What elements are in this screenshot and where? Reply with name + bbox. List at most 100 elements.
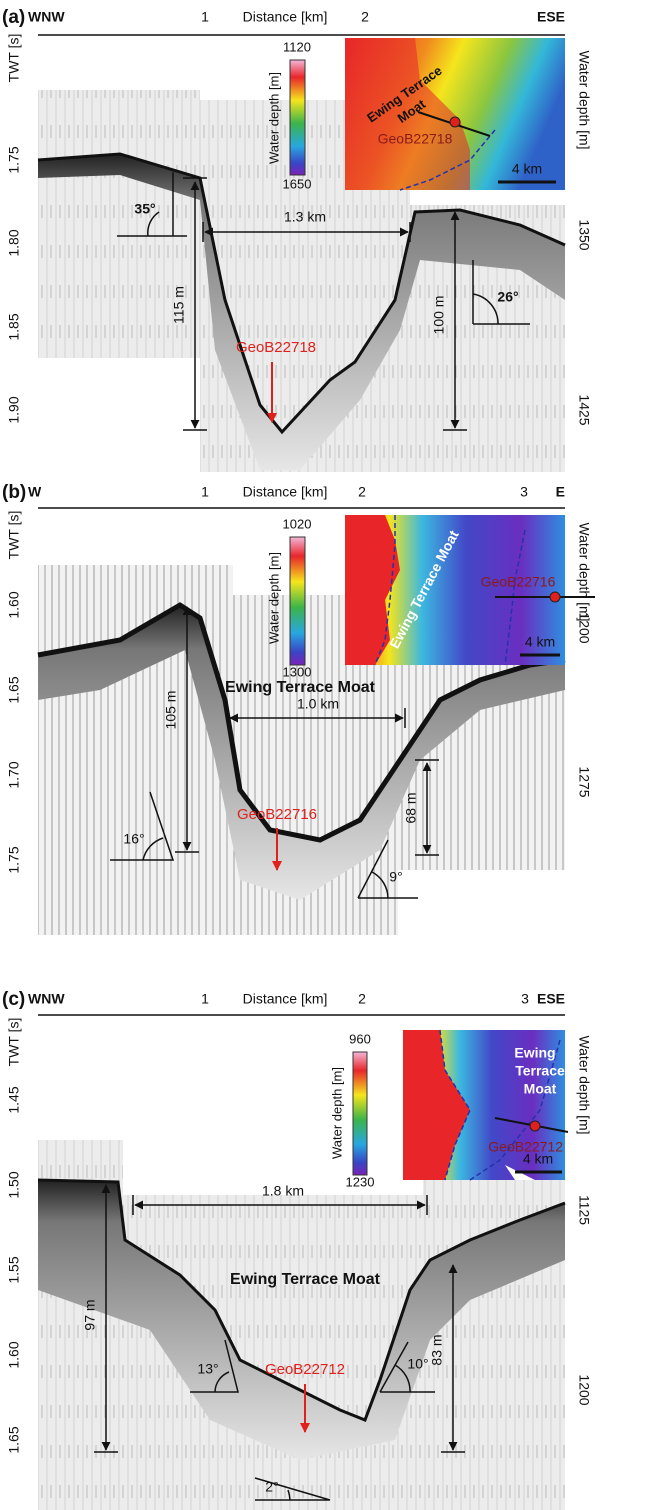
direction-right: E <box>556 484 565 500</box>
angle-label: 16° <box>123 831 144 847</box>
angle-label: 13° <box>197 1361 218 1377</box>
width-label: 1.0 km <box>297 696 339 712</box>
seafloor-reflector <box>38 154 565 470</box>
angle-label: 35° <box>134 201 155 217</box>
y2-tick-label: 1200 <box>576 1374 592 1405</box>
moat-axis <box>469 1039 561 1181</box>
colorbar-title: Water depth [m] <box>266 72 281 164</box>
y-tick-label: 1.60 <box>6 591 22 618</box>
x-axis-title: Distance [km] <box>243 991 328 1007</box>
colorbar <box>289 59 306 176</box>
feature-label: Ewing Terrace Moat <box>225 679 376 696</box>
inset-site: GeoB22712 <box>488 1139 563 1155</box>
seafloor-reflector <box>38 1180 565 1460</box>
x-tick-label: 2 <box>358 991 366 1007</box>
colorbar-max: 1020 <box>283 516 312 531</box>
width-label: 1.3 km <box>284 209 326 225</box>
y-tick-label: 1.55 <box>6 1256 22 1283</box>
height-label: 83 m <box>429 1334 445 1365</box>
panel-b: (b) W 1 Distance [km] 2 3 E TWT [s] 1.60… <box>2 482 595 935</box>
map-terrace <box>345 38 470 190</box>
scale-label: 4 km <box>512 161 542 177</box>
height-label: 100 m <box>431 296 447 335</box>
width-label: 1.8 km <box>262 1183 304 1199</box>
y-tick-label: 1.75 <box>6 846 22 873</box>
y-tick-label: 1.90 <box>6 396 22 423</box>
y2-axis-title: Water depth [m] <box>576 1035 592 1134</box>
y-tick-label: 1.45 <box>6 1086 22 1113</box>
inset-site: GeoB22718 <box>378 131 453 147</box>
panel-c: (c) WNW 1 Distance [km] 2 3 ESE TWT [s] … <box>2 989 592 1510</box>
y-axis-title: TWT [s] <box>6 34 22 83</box>
direction-right: ESE <box>537 991 565 1007</box>
colorbar <box>289 536 306 666</box>
panel-label: (c) <box>2 989 25 1010</box>
y-tick-label: 1.60 <box>6 1341 22 1368</box>
moat-edge <box>374 515 396 666</box>
y2-tick-label: 1275 <box>576 766 592 797</box>
inset-site: GeoB22716 <box>481 574 556 590</box>
direction-left: WNW <box>28 991 65 1007</box>
site-marker <box>529 1120 541 1132</box>
angle-symbol <box>190 1339 239 1393</box>
colorbar-title: Water depth [m] <box>266 552 281 644</box>
x-tick-label: 2 <box>361 9 369 25</box>
y-tick-label: 1.70 <box>6 761 22 788</box>
site-label: GeoB22716 <box>237 806 317 823</box>
site-label: GeoB22718 <box>236 339 316 356</box>
x-tick-label: 1 <box>201 991 209 1007</box>
seismic-image <box>38 565 233 935</box>
seafloor-line <box>37 1178 566 1422</box>
angle-symbol <box>110 791 175 861</box>
colorbar-min: 1650 <box>283 176 312 191</box>
y2-axis-title: Water depth [m] <box>576 522 592 621</box>
angle-label: 2° <box>265 1479 278 1495</box>
scale-label: 4 km <box>523 1151 553 1167</box>
feature-label: Ewing Terrace Moat <box>230 1271 381 1288</box>
map-terrace <box>403 1030 470 1180</box>
moat-edge <box>439 1029 471 1181</box>
x-axis-title: Distance [km] <box>243 484 328 500</box>
x-axis-title: Distance [km] <box>243 9 328 25</box>
x-tick-label: 2 <box>358 484 366 500</box>
x-tick-label: 1 <box>201 9 209 25</box>
direction-right: ESE <box>537 9 565 25</box>
panel-label: (b) <box>2 482 26 503</box>
angle-symbol <box>117 172 187 237</box>
colorbar-max: 1120 <box>283 39 311 54</box>
direction-left: W <box>28 484 42 500</box>
y-axis-title: TWT [s] <box>6 1018 22 1067</box>
colorbar <box>352 1051 368 1176</box>
y2-tick-label: 1425 <box>576 394 592 425</box>
height-label: 97 m <box>82 1299 98 1330</box>
y2-axis-title: Water depth [m] <box>576 50 592 149</box>
y2-tick-label: 1200 <box>576 612 592 643</box>
colorbar-min: 1230 <box>346 1174 375 1189</box>
angle-label: 10° <box>407 1356 428 1372</box>
y2-tick-label: 1125 <box>576 1195 592 1225</box>
y-tick-label: 1.65 <box>6 676 22 703</box>
inset-feature: Moat <box>524 1081 557 1097</box>
moat-axis <box>504 529 526 666</box>
angle-label: 9° <box>389 869 402 885</box>
site-label: GeoB22712 <box>265 1361 345 1378</box>
panel-label: (a) <box>2 7 25 28</box>
angle-symbol <box>254 1477 331 1501</box>
angle-symbol <box>357 839 418 899</box>
seafloor-reflector <box>38 605 565 900</box>
x-tick-label: 3 <box>521 991 529 1007</box>
height-label: 68 m <box>403 792 419 823</box>
x-tick-label: 1 <box>201 484 209 500</box>
y2-tick-label: 1350 <box>576 219 592 250</box>
y-tick-label: 1.85 <box>6 313 22 340</box>
scale-label: 4 km <box>525 634 555 650</box>
colorbar-title: Water depth [m] <box>329 1067 344 1159</box>
y-tick-label: 1.75 <box>6 146 22 173</box>
y-tick-label: 1.65 <box>6 1426 22 1453</box>
height-label: 105 m <box>163 691 179 730</box>
panel-a: (a) WNW 1 Distance [km] 2 ESE TWT [s] 1.… <box>2 7 592 472</box>
y-tick-label: 1.50 <box>6 1171 22 1198</box>
angle-label: 26° <box>497 289 518 305</box>
inset-feature: Terrace <box>515 1063 565 1079</box>
